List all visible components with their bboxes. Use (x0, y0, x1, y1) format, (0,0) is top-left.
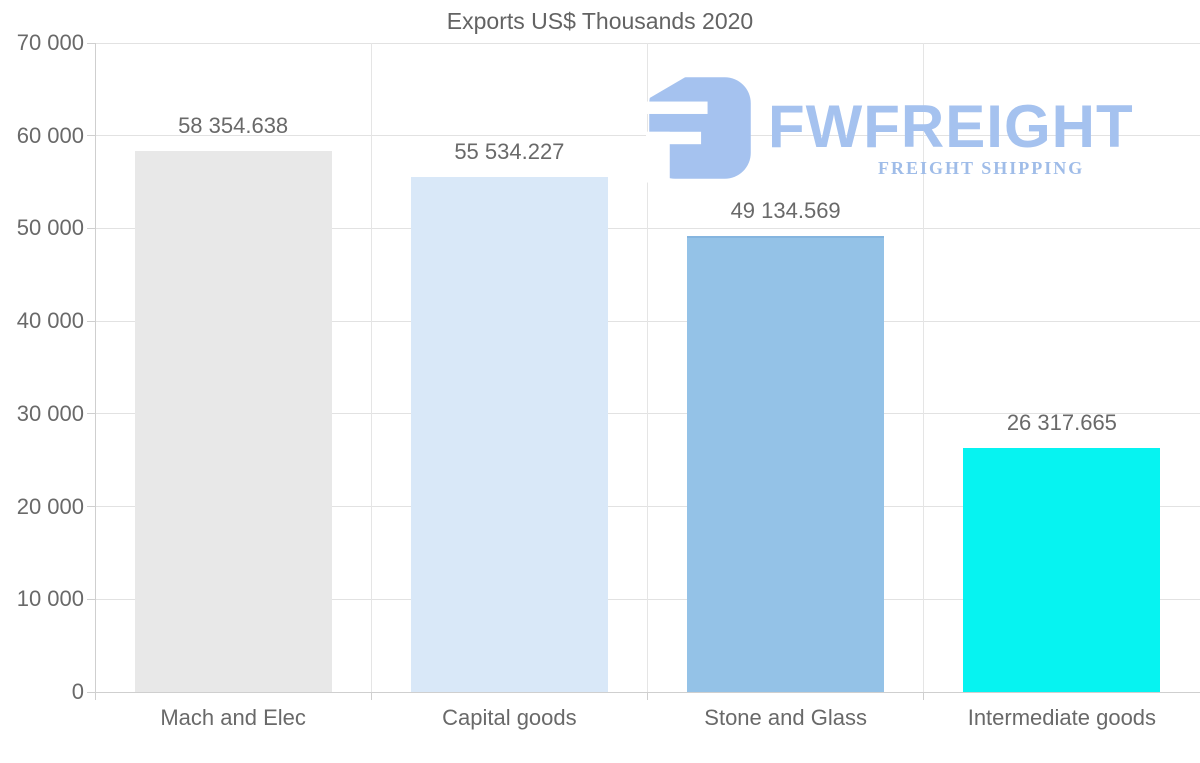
y-tick-label: 70 000 (16, 30, 84, 55)
y-tick-mark (87, 691, 95, 693)
y-axis-line (95, 43, 96, 700)
y-tick-mark (87, 227, 95, 229)
x-category-label: Stone and Glass (704, 705, 867, 730)
y-tick-label: 50 000 (16, 215, 84, 241)
x-gridline (647, 43, 648, 692)
y-tick-label: 30 000 (16, 400, 84, 426)
bar-mach-and-elec (134, 150, 332, 692)
y-tick-mark (87, 506, 95, 508)
chart-title: Exports US$ Thousands 2020 (446, 8, 754, 34)
bar-value-label: 26 317.665 (1006, 409, 1117, 435)
x-tick-mark (647, 692, 648, 700)
y-tick-mark (87, 320, 95, 322)
x-category-label: Intermediate goods (967, 705, 1157, 730)
bar-stone-and-glass (687, 236, 885, 692)
y-tick-label: 10 000 (16, 586, 84, 612)
y-tick-mark (87, 42, 95, 44)
y-tick-mark (87, 413, 95, 415)
y-tick-mark (87, 135, 95, 137)
x-tick-mark (923, 692, 925, 700)
x-tick-mark (370, 692, 372, 700)
bar-capital-goods (410, 177, 608, 692)
fwfreight-logo: FWFREIGHT FREIGHT SHIPPING (646, 70, 1156, 190)
bar-value-label: 55 534.227 (454, 139, 565, 165)
logo-wordmark: FWFREIGHT (768, 93, 1134, 160)
y-tick-label: 60 000 (16, 122, 84, 148)
y-tick-label: 0 (71, 679, 84, 704)
bar-intermediate-goods (963, 447, 1161, 692)
bar-value-label: 58 354.638 (178, 112, 289, 138)
y-tick-label: 20 000 (16, 493, 84, 519)
x-category-label: Mach and Elec (160, 705, 306, 730)
x-gridline (370, 43, 372, 692)
x-gridline (923, 43, 925, 692)
y-tick-mark (87, 598, 95, 600)
logo-tagline: FREIGHT SHIPPING (878, 158, 1085, 178)
bar-value-label: 49 134.569 (730, 198, 841, 224)
fwfreight-monogram-icon (646, 76, 751, 183)
y-tick-label: 40 000 (16, 308, 84, 334)
x-category-label: Capital goods (442, 705, 577, 730)
